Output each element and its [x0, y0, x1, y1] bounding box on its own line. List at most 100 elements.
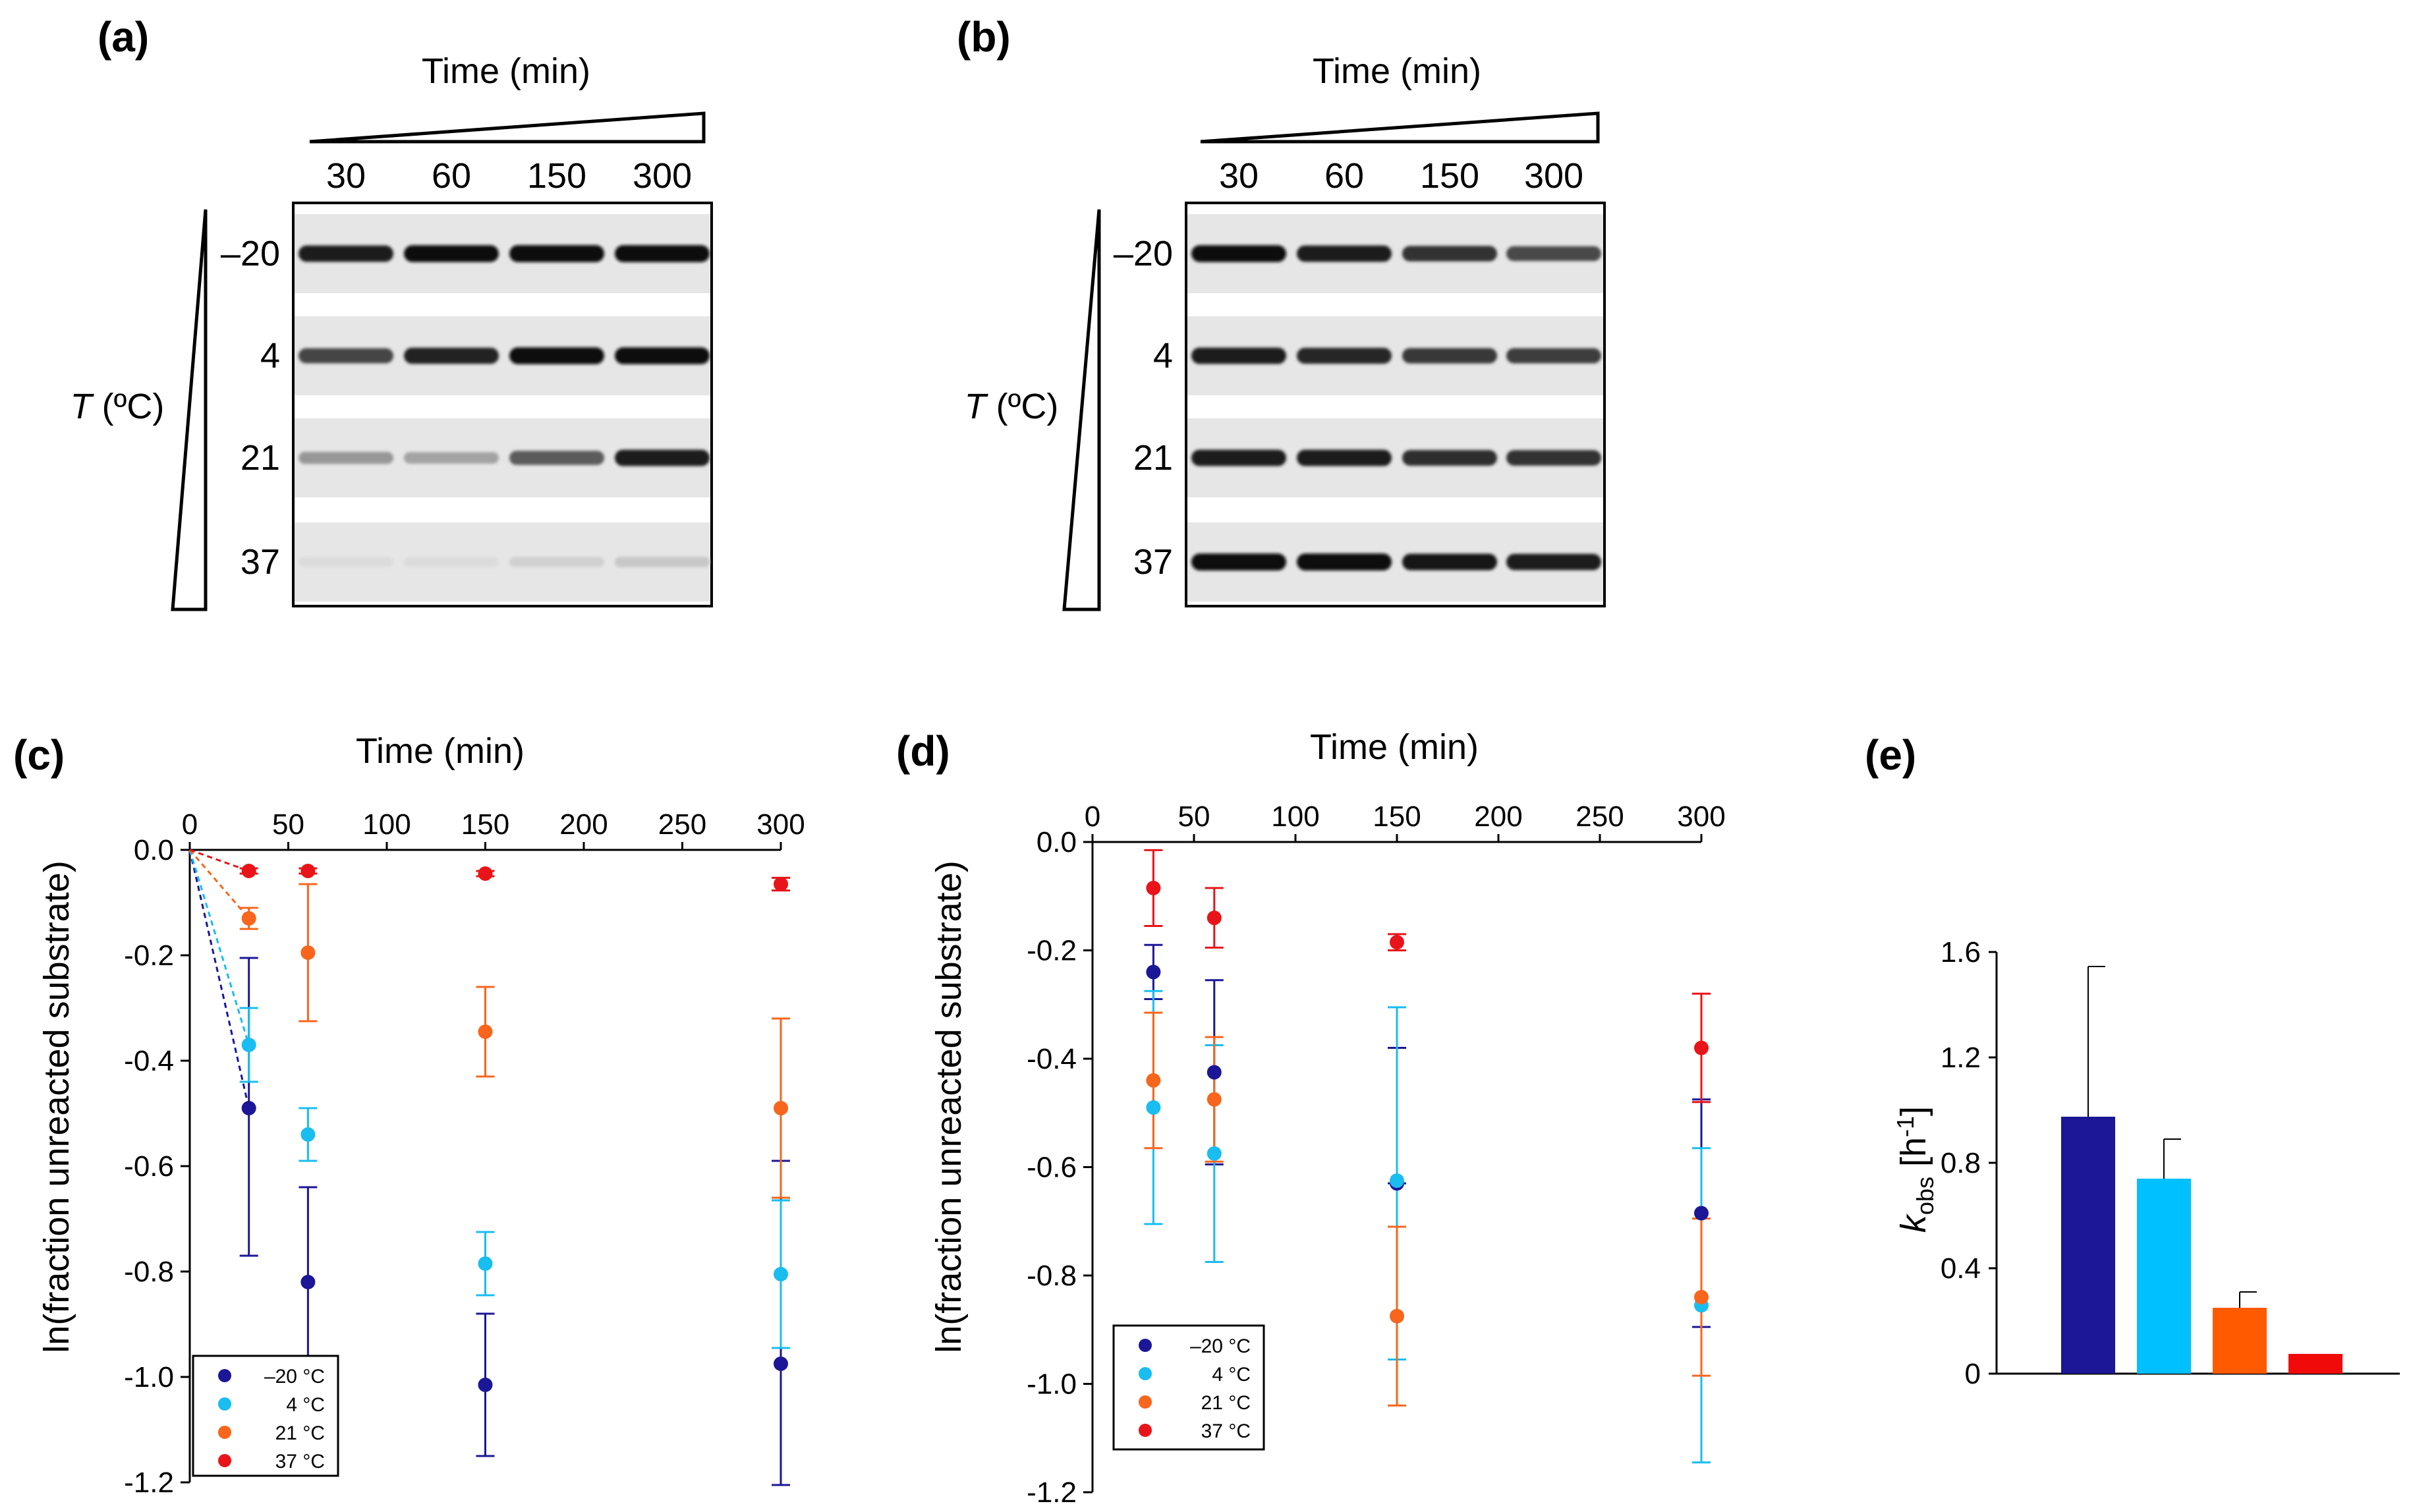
y-tick-label: -0.6: [124, 1150, 174, 1183]
panel-label-e: (e): [1865, 731, 1916, 779]
x-tick-label: 250: [1576, 800, 1624, 833]
x-tick-label: 150: [461, 808, 509, 841]
gel-temp-tick-label: 4: [1153, 336, 1173, 376]
legend-label: –20 °C: [1190, 1335, 1251, 1357]
x-tick-label: 0: [182, 808, 198, 841]
data-point: [300, 1127, 316, 1142]
data-point: [1206, 1146, 1222, 1161]
legend-label: 4 °C: [286, 1394, 325, 1416]
data-point: [478, 866, 493, 881]
legend-label: 37 °C: [1201, 1420, 1251, 1442]
chart-d-plot: 0 50 100 150 200 250 300 0.0 -0.2 -0.4 -0.6 -0.8 -1.…: [1027, 800, 1726, 1509]
data-point: [1390, 1173, 1404, 1189]
gel-band: [298, 557, 393, 567]
gel-panel-a: (a) Time (min) 30 60 150 300 T (ºC) –20 4 21 3…: [71, 13, 713, 611]
data-point: [1206, 910, 1222, 926]
chart-panel-e: (e) kobs [h-1] 0 0.4 0.8 1.2 1.6: [1865, 731, 2400, 1390]
gel-time-tick-label: 60: [432, 156, 471, 196]
chart-e-ylabel: kobs [h-1]: [1892, 1106, 1939, 1233]
data-point: [1390, 1308, 1404, 1324]
data-point: [774, 1101, 788, 1115]
gel-b-time-ticks: 30 60 150 300: [1219, 156, 1583, 196]
y-tick-label: -0.4: [124, 1045, 174, 1077]
x-tick-label: 100: [362, 808, 411, 841]
chart-e-ylabel-sub: obs: [1912, 1177, 1939, 1215]
gel-b-lanes: –20 4 21 37: [1114, 214, 1603, 602]
y-tick-label: 0.8: [1941, 1147, 1981, 1179]
x-tick-label: 300: [1677, 800, 1725, 833]
legend-marker: [218, 1426, 231, 1439]
gel-band: [1402, 450, 1497, 466]
fit-line: [188, 849, 250, 919]
gel-b-temp-label: T (ºC): [965, 387, 1059, 426]
chart-e-ylabel-sup: -1: [1892, 1116, 1919, 1137]
chart-e-ylabel-close: ]: [1894, 1106, 1933, 1116]
gel-b-temp-unit: (ºC): [986, 387, 1059, 426]
panel-label-c: (c): [13, 731, 65, 779]
data-point: [1146, 1073, 1161, 1088]
y-tick-label: 0.0: [1036, 826, 1077, 858]
gel-band: [1297, 347, 1392, 364]
legend-box: [1112, 1324, 1265, 1451]
panel-label-d: (d): [896, 727, 950, 775]
gel-a-temp-unit: (ºC): [92, 387, 165, 426]
gel-band: [298, 245, 393, 262]
gel-b-time-wedge: [1200, 111, 1600, 144]
chart-c-plot: 0 50 100 150 200 250 300 0.0 -0.2 -0.4 -0.6 -0.8 -1.…: [124, 808, 805, 1499]
gel-band: [404, 557, 499, 567]
gel-band: [1506, 553, 1601, 571]
gel-band: [1191, 449, 1286, 466]
data-point: [774, 1357, 788, 1371]
data-point: [1694, 1040, 1709, 1055]
panel-label-b: (b): [957, 13, 1011, 61]
data-point: [241, 1101, 256, 1115]
data-point: [300, 1275, 316, 1289]
gel-b-time-label: Time (min): [1313, 51, 1481, 91]
legend-marker: [1139, 1395, 1152, 1409]
data-point: [1694, 1289, 1709, 1304]
gel-band: [509, 347, 604, 364]
bar: [2137, 1179, 2191, 1374]
gel-panel-b: (b) Time (min) 30 60 150 300 T (ºC) –20 4 21 3…: [957, 13, 1606, 611]
gel-band: [1402, 553, 1497, 571]
bar: [2061, 1117, 2115, 1374]
gel-a-temp-label: T (ºC): [71, 387, 165, 426]
panel-label-a: (a): [98, 13, 149, 61]
data-point: [1390, 935, 1404, 950]
gel-a-temp-wedge: [171, 209, 208, 611]
x-tick-label: 200: [1474, 800, 1522, 833]
data-point: [241, 911, 256, 926]
y-tick-label: -0.4: [1027, 1043, 1077, 1075]
y-tick-label: -0.8: [1027, 1260, 1077, 1292]
legend-marker: [1139, 1339, 1152, 1352]
x-tick-label: 150: [1373, 800, 1421, 833]
y-tick-label: 0.0: [134, 834, 174, 866]
gel-band: [298, 348, 393, 364]
fit-line: [188, 849, 250, 1109]
data-point: [478, 1024, 493, 1039]
chart-panel-c: (c) Time (min) ln(fraction unreacted sub…: [13, 731, 805, 1499]
x-tick-label: 0: [1085, 800, 1100, 833]
data-point: [1146, 880, 1161, 895]
chart-d-title: Time (min): [1310, 727, 1479, 767]
data-point: [1206, 1092, 1222, 1107]
gel-time-tick-label: 30: [1219, 156, 1259, 196]
y-tick-label: -0.2: [124, 939, 174, 972]
bar: [2213, 1308, 2267, 1374]
data-point: [774, 1267, 788, 1281]
gel-band: [404, 245, 499, 262]
legend-marker: [218, 1454, 231, 1467]
gel-band: [1506, 246, 1601, 262]
legend-marker: [1139, 1424, 1152, 1437]
gel-a-temp-symbol: T: [71, 387, 95, 426]
y-tick-label: -1.0: [1027, 1368, 1077, 1401]
y-tick-label: -1.2: [124, 1467, 174, 1499]
y-tick-label: 1.2: [1941, 1042, 1981, 1074]
gel-band: [1297, 245, 1392, 262]
chart-c-ylabel: ln(fraction unreacted substrate): [37, 860, 76, 1353]
gel-band: [298, 451, 393, 464]
legend-marker: [1139, 1367, 1152, 1380]
gel-temp-tick-label: 4: [260, 336, 280, 376]
data-point: [300, 945, 316, 960]
